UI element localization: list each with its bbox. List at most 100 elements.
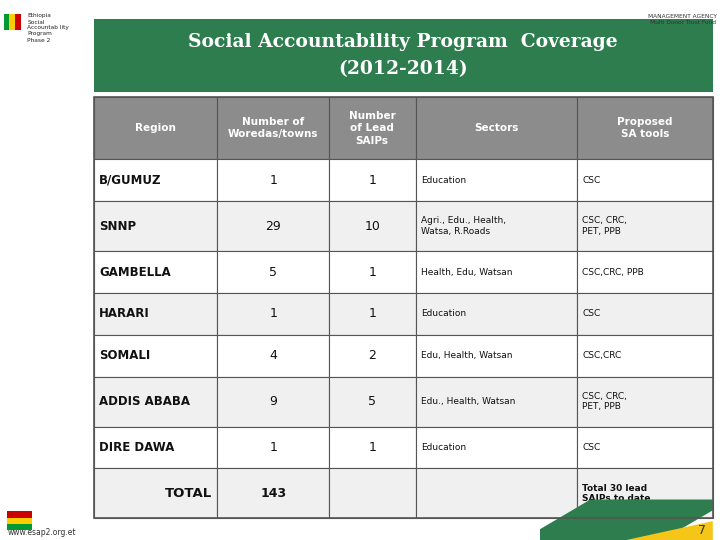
Text: CSC,CRC, PPB: CSC,CRC, PPB bbox=[582, 267, 644, 276]
Text: Social Accountability Program  Coverage: Social Accountability Program Coverage bbox=[189, 33, 618, 51]
Polygon shape bbox=[7, 524, 32, 530]
Text: 1: 1 bbox=[269, 307, 277, 320]
Text: 9: 9 bbox=[269, 395, 277, 408]
Polygon shape bbox=[415, 335, 577, 376]
Text: 1: 1 bbox=[369, 174, 376, 187]
Text: CSC, CRC,
PET, PPB: CSC, CRC, PET, PPB bbox=[582, 392, 627, 411]
Polygon shape bbox=[415, 468, 577, 518]
Text: 1: 1 bbox=[369, 441, 376, 454]
Polygon shape bbox=[94, 427, 217, 468]
Polygon shape bbox=[577, 251, 713, 293]
Text: Number
of Lead
SAIPs: Number of Lead SAIPs bbox=[349, 111, 395, 146]
Text: 2: 2 bbox=[369, 349, 376, 362]
Polygon shape bbox=[217, 251, 329, 293]
Polygon shape bbox=[329, 201, 415, 251]
Text: Edu., Health, Watsan: Edu., Health, Watsan bbox=[421, 397, 516, 406]
Polygon shape bbox=[577, 201, 713, 251]
Text: 1: 1 bbox=[269, 441, 277, 454]
Text: Agri., Edu., Health,
Watsa, R.Roads: Agri., Edu., Health, Watsa, R.Roads bbox=[421, 217, 506, 236]
Polygon shape bbox=[415, 251, 577, 293]
Polygon shape bbox=[605, 521, 713, 540]
Text: CSC: CSC bbox=[582, 443, 600, 452]
Polygon shape bbox=[94, 376, 217, 427]
Polygon shape bbox=[94, 19, 713, 92]
Polygon shape bbox=[329, 159, 415, 201]
Text: CSC, CRC,
PET, PPB: CSC, CRC, PET, PPB bbox=[582, 217, 627, 236]
Polygon shape bbox=[577, 97, 713, 159]
Text: B/GUMUZ: B/GUMUZ bbox=[99, 174, 162, 187]
Text: CSC: CSC bbox=[582, 309, 600, 319]
Text: 5: 5 bbox=[269, 266, 277, 279]
Polygon shape bbox=[217, 468, 329, 518]
Polygon shape bbox=[7, 518, 32, 524]
Text: CSC: CSC bbox=[582, 176, 600, 185]
Text: 1: 1 bbox=[369, 307, 376, 320]
Polygon shape bbox=[94, 293, 217, 335]
Text: Sectors: Sectors bbox=[474, 123, 518, 133]
Text: 29: 29 bbox=[265, 220, 281, 233]
Polygon shape bbox=[4, 14, 9, 30]
Text: 7: 7 bbox=[698, 524, 706, 537]
Polygon shape bbox=[329, 376, 415, 427]
Polygon shape bbox=[329, 468, 415, 518]
Polygon shape bbox=[217, 97, 329, 159]
Text: TOTAL: TOTAL bbox=[164, 487, 212, 500]
Polygon shape bbox=[217, 376, 329, 427]
Polygon shape bbox=[15, 14, 21, 30]
Text: Proposed
SA tools: Proposed SA tools bbox=[617, 117, 672, 139]
Polygon shape bbox=[217, 335, 329, 376]
Polygon shape bbox=[577, 427, 713, 468]
Text: 10: 10 bbox=[364, 220, 380, 233]
Text: 1: 1 bbox=[269, 174, 277, 187]
Text: SOMALI: SOMALI bbox=[99, 349, 150, 362]
Text: SNNP: SNNP bbox=[99, 220, 137, 233]
Polygon shape bbox=[415, 427, 577, 468]
Text: MANAGEMENT AGENCY
Multi Donor Trust Fund: MANAGEMENT AGENCY Multi Donor Trust Fund bbox=[647, 14, 716, 25]
Polygon shape bbox=[540, 500, 713, 540]
Polygon shape bbox=[329, 293, 415, 335]
Polygon shape bbox=[94, 335, 217, 376]
Polygon shape bbox=[329, 335, 415, 376]
Polygon shape bbox=[329, 251, 415, 293]
Text: 4: 4 bbox=[269, 349, 277, 362]
Polygon shape bbox=[94, 97, 217, 159]
Polygon shape bbox=[94, 159, 217, 201]
Polygon shape bbox=[329, 427, 415, 468]
Polygon shape bbox=[415, 376, 577, 427]
Text: Health, Edu, Watsan: Health, Edu, Watsan bbox=[421, 267, 513, 276]
Polygon shape bbox=[577, 468, 713, 518]
Text: CSC,CRC: CSC,CRC bbox=[582, 351, 621, 360]
Text: 1: 1 bbox=[369, 266, 376, 279]
Text: DIRE DAWA: DIRE DAWA bbox=[99, 441, 175, 454]
Text: Region: Region bbox=[135, 123, 176, 133]
Polygon shape bbox=[94, 201, 217, 251]
Polygon shape bbox=[94, 468, 217, 518]
Polygon shape bbox=[7, 511, 32, 518]
Polygon shape bbox=[94, 251, 217, 293]
Polygon shape bbox=[415, 293, 577, 335]
Polygon shape bbox=[577, 376, 713, 427]
Polygon shape bbox=[329, 97, 415, 159]
Polygon shape bbox=[217, 159, 329, 201]
Text: Ethiopia
Social
Accountab lity
Program
Phase 2: Ethiopia Social Accountab lity Program P… bbox=[27, 14, 69, 43]
Text: HARARI: HARARI bbox=[99, 307, 150, 320]
Polygon shape bbox=[577, 293, 713, 335]
Polygon shape bbox=[217, 427, 329, 468]
Polygon shape bbox=[577, 335, 713, 376]
Polygon shape bbox=[415, 159, 577, 201]
Text: ADDIS ABABA: ADDIS ABABA bbox=[99, 395, 190, 408]
Text: Edu, Health, Watsan: Edu, Health, Watsan bbox=[421, 351, 513, 360]
Polygon shape bbox=[9, 14, 15, 30]
Text: Number of
Woredas/towns: Number of Woredas/towns bbox=[228, 117, 318, 139]
Polygon shape bbox=[217, 201, 329, 251]
Text: (2012-2014): (2012-2014) bbox=[338, 60, 468, 78]
Text: www.esap2.org.et: www.esap2.org.et bbox=[7, 528, 76, 537]
Polygon shape bbox=[577, 159, 713, 201]
Polygon shape bbox=[217, 293, 329, 335]
Text: Education: Education bbox=[421, 443, 467, 452]
Polygon shape bbox=[415, 97, 577, 159]
Text: GAMBELLA: GAMBELLA bbox=[99, 266, 171, 279]
Text: Total 30 lead
SAIPs to date: Total 30 lead SAIPs to date bbox=[582, 484, 651, 503]
Text: Education: Education bbox=[421, 176, 467, 185]
Text: Education: Education bbox=[421, 309, 467, 319]
